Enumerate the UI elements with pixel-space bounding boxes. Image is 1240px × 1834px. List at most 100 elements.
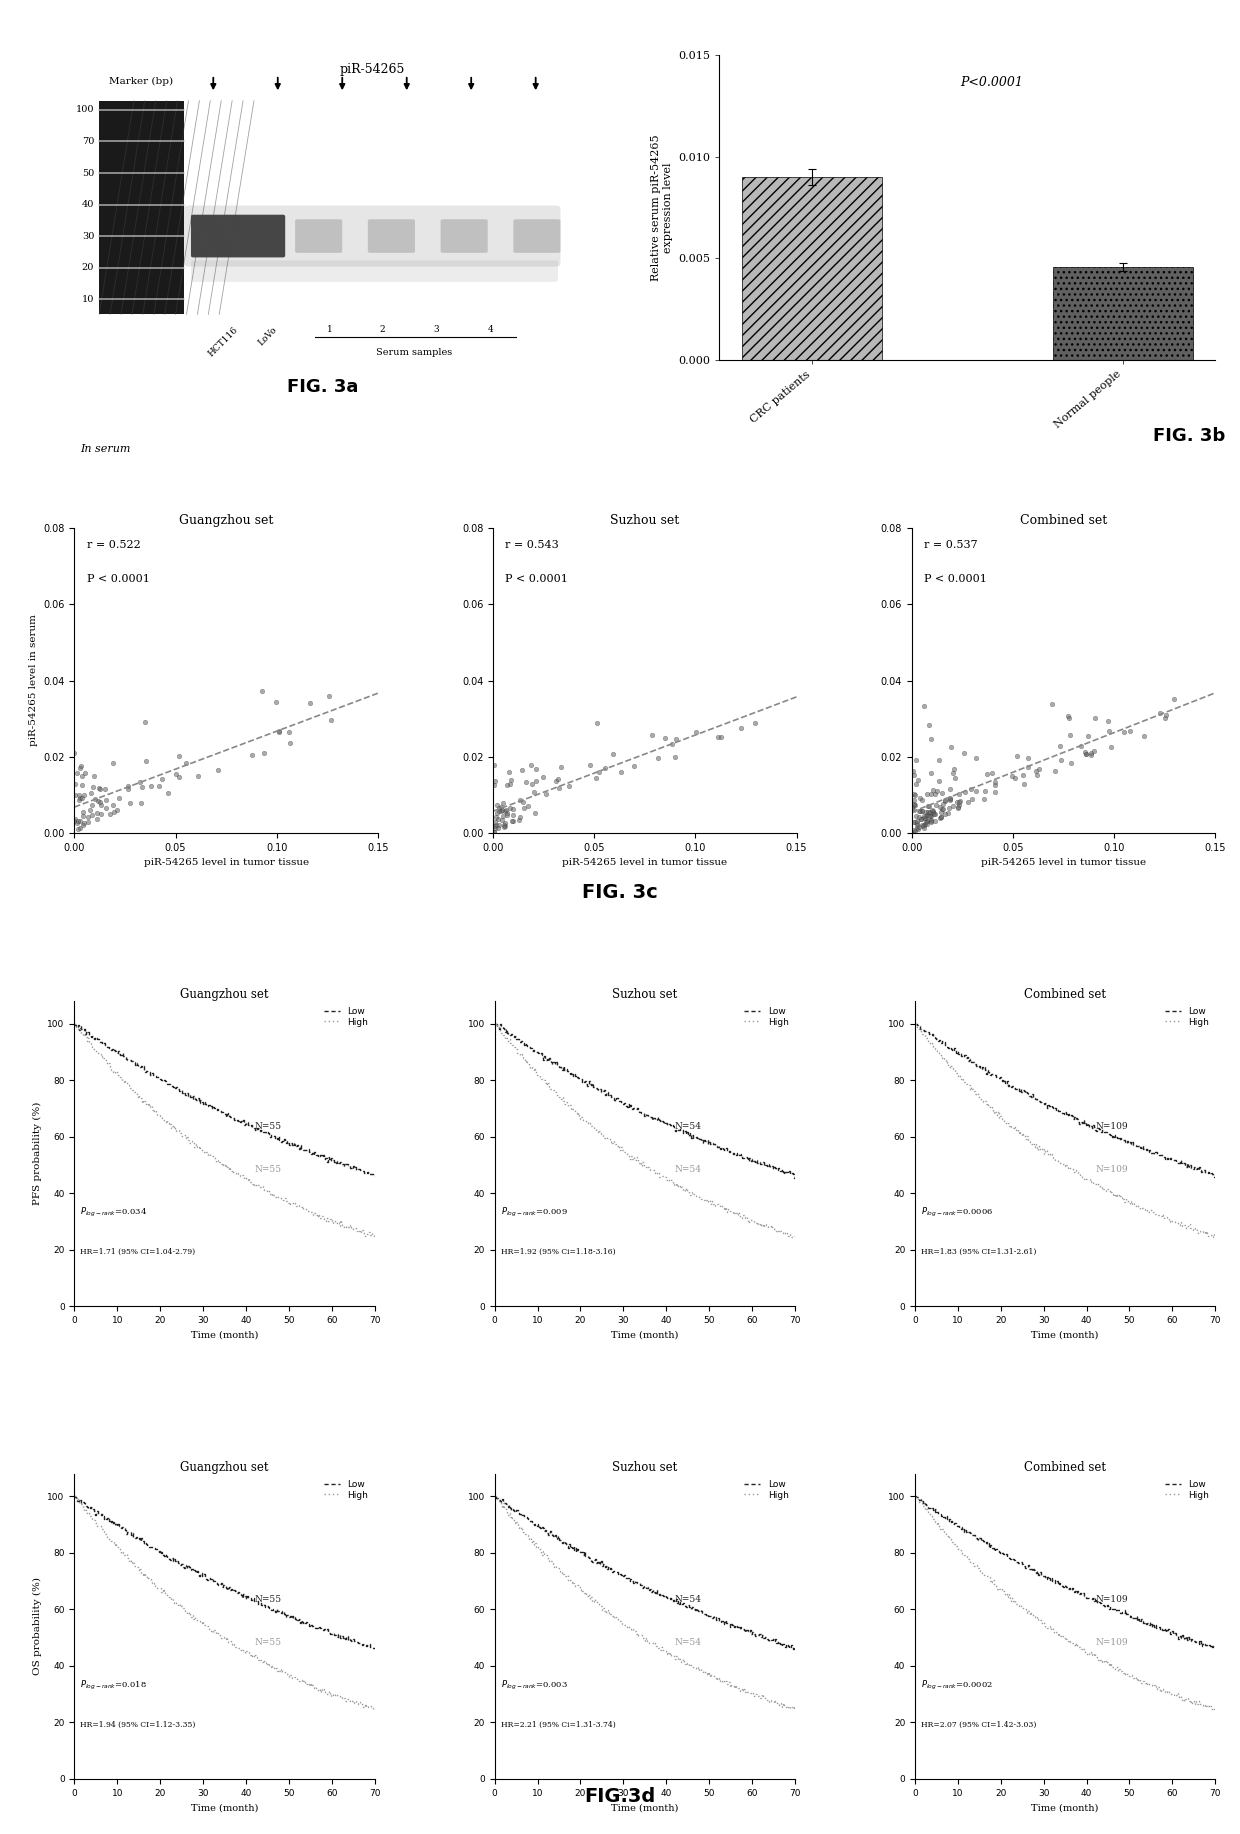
Point: [919, 792, 939, 822]
Point: [921, 801, 941, 831]
Point: [940, 792, 960, 822]
Point: [97, 792, 117, 822]
Point: [1014, 770, 1034, 800]
Point: [909, 812, 929, 842]
Point: [118, 774, 138, 803]
Point: [585, 763, 605, 792]
Point: [662, 730, 682, 759]
Point: [176, 748, 196, 778]
Text: 4: 4: [489, 325, 494, 334]
Point: [931, 798, 951, 827]
Point: [500, 794, 520, 823]
X-axis label: Time (month): Time (month): [191, 1803, 258, 1812]
Point: [665, 743, 684, 772]
Text: piR-54265: piR-54265: [340, 62, 404, 75]
Point: [918, 801, 937, 831]
Point: [950, 790, 970, 820]
Point: [525, 778, 544, 807]
Point: [913, 811, 932, 840]
Point: [931, 803, 951, 833]
Point: [503, 794, 523, 823]
Point: [99, 800, 119, 829]
Point: [254, 739, 274, 768]
Text: 1: 1: [327, 325, 332, 334]
Title: Suzhou set: Suzhou set: [610, 514, 680, 526]
Point: [82, 790, 102, 820]
Point: [83, 761, 103, 790]
Point: [915, 803, 935, 833]
Point: [515, 794, 534, 823]
Point: [918, 807, 937, 836]
Point: [931, 801, 951, 831]
Point: [941, 732, 961, 761]
Point: [914, 691, 934, 721]
Text: 20: 20: [82, 262, 94, 271]
Point: [72, 761, 92, 790]
Point: [911, 796, 931, 825]
Point: [1058, 702, 1078, 732]
Point: [1060, 721, 1080, 750]
X-axis label: Time (month): Time (month): [611, 1803, 678, 1812]
Point: [966, 776, 986, 805]
Point: [926, 790, 946, 820]
Text: FIG. 3a: FIG. 3a: [286, 378, 358, 396]
Point: [551, 752, 570, 781]
Point: [508, 805, 528, 834]
Text: HR=1.83 (95% CI=1.31-2.61): HR=1.83 (95% CI=1.31-2.61): [921, 1249, 1037, 1256]
Point: [925, 805, 945, 834]
Point: [87, 803, 107, 833]
Point: [501, 765, 521, 794]
Point: [242, 741, 262, 770]
Point: [910, 796, 930, 825]
Point: [935, 787, 955, 816]
Point: [489, 796, 508, 825]
Point: [500, 770, 520, 800]
Point: [492, 789, 512, 818]
Point: [66, 770, 86, 800]
Point: [918, 790, 937, 820]
FancyBboxPatch shape: [184, 205, 560, 266]
Point: [279, 717, 299, 746]
Point: [267, 688, 286, 717]
Point: [1101, 732, 1121, 761]
Legend: Low, High: Low, High: [1163, 1005, 1210, 1029]
Text: P < 0.0001: P < 0.0001: [87, 574, 149, 583]
Point: [956, 778, 976, 807]
Point: [935, 785, 955, 814]
Point: [73, 798, 93, 827]
Point: [655, 723, 675, 752]
Point: [497, 770, 517, 800]
Point: [1099, 715, 1118, 745]
Point: [913, 811, 932, 840]
Point: [924, 800, 944, 829]
Point: [89, 774, 109, 803]
Point: [494, 811, 513, 840]
Point: [913, 796, 932, 825]
Point: [83, 772, 103, 801]
Text: r = 0.543: r = 0.543: [505, 541, 559, 550]
Point: [909, 796, 929, 825]
Point: [86, 785, 105, 814]
Point: [69, 807, 89, 836]
Point: [497, 798, 517, 827]
Point: [918, 809, 937, 838]
Text: 10: 10: [82, 295, 94, 304]
Point: [1050, 732, 1070, 761]
Point: [944, 757, 963, 787]
Point: [489, 805, 508, 834]
Point: [944, 754, 963, 783]
Point: [131, 772, 151, 801]
Point: [79, 796, 99, 825]
Point: [169, 741, 188, 770]
Point: [549, 774, 569, 803]
Point: [107, 796, 126, 825]
Point: [1076, 739, 1096, 768]
Point: [485, 770, 505, 800]
Point: [88, 787, 108, 816]
Point: [928, 776, 947, 805]
X-axis label: piR-54265 level in tumor tissue: piR-54265 level in tumor tissue: [144, 858, 309, 867]
Point: [940, 785, 960, 814]
Text: 30: 30: [82, 231, 94, 240]
Point: [915, 809, 935, 838]
Point: [252, 677, 272, 706]
